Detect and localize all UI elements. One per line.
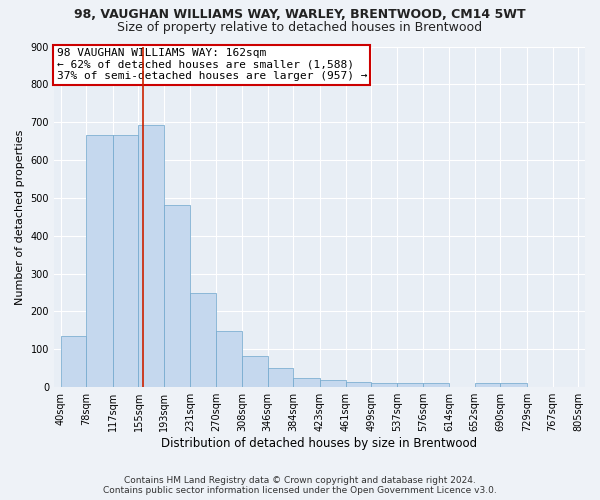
Bar [320,380,346,387]
Bar [397,384,424,387]
Bar [61,336,86,387]
Bar [424,384,449,387]
Text: 98, VAUGHAN WILLIAMS WAY, WARLEY, BRENTWOOD, CM14 5WT: 98, VAUGHAN WILLIAMS WAY, WARLEY, BRENTW… [74,8,526,20]
Text: Contains HM Land Registry data © Crown copyright and database right 2024.
Contai: Contains HM Land Registry data © Crown c… [103,476,497,495]
Bar [475,384,500,387]
Bar [268,368,293,387]
Bar [113,136,139,387]
Bar [139,125,164,387]
Bar [500,384,527,387]
Bar [216,331,242,387]
Text: Size of property relative to detached houses in Brentwood: Size of property relative to detached ho… [118,21,482,34]
Bar [164,206,190,387]
Bar [293,378,320,387]
Bar [242,356,268,387]
Text: 98 VAUGHAN WILLIAMS WAY: 162sqm
← 62% of detached houses are smaller (1,588)
37%: 98 VAUGHAN WILLIAMS WAY: 162sqm ← 62% of… [56,48,367,82]
Bar [86,136,113,387]
Bar [190,294,216,387]
Y-axis label: Number of detached properties: Number of detached properties [15,129,25,304]
X-axis label: Distribution of detached houses by size in Brentwood: Distribution of detached houses by size … [161,437,478,450]
Bar [346,382,371,387]
Bar [371,384,397,387]
